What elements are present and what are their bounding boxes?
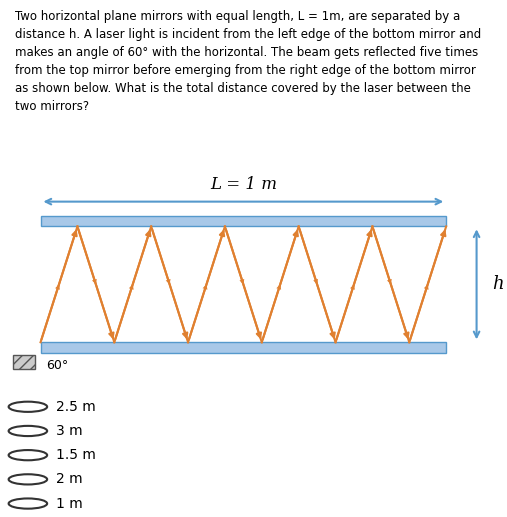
Text: 1.5 m: 1.5 m (56, 448, 96, 462)
Text: h: h (492, 276, 503, 293)
Text: Two horizontal plane mirrors with equal length, L = 1m, are separated by a
dista: Two horizontal plane mirrors with equal … (15, 10, 482, 113)
Text: 2 m: 2 m (56, 473, 83, 486)
Text: 1 m: 1 m (56, 496, 83, 511)
Text: 3 m: 3 m (56, 424, 83, 438)
FancyBboxPatch shape (41, 216, 446, 226)
Text: 60°: 60° (46, 359, 68, 372)
Bar (13, 355, 35, 369)
FancyBboxPatch shape (41, 342, 446, 353)
Text: 2.5 m: 2.5 m (56, 400, 95, 414)
Text: L = 1 m: L = 1 m (210, 176, 277, 193)
